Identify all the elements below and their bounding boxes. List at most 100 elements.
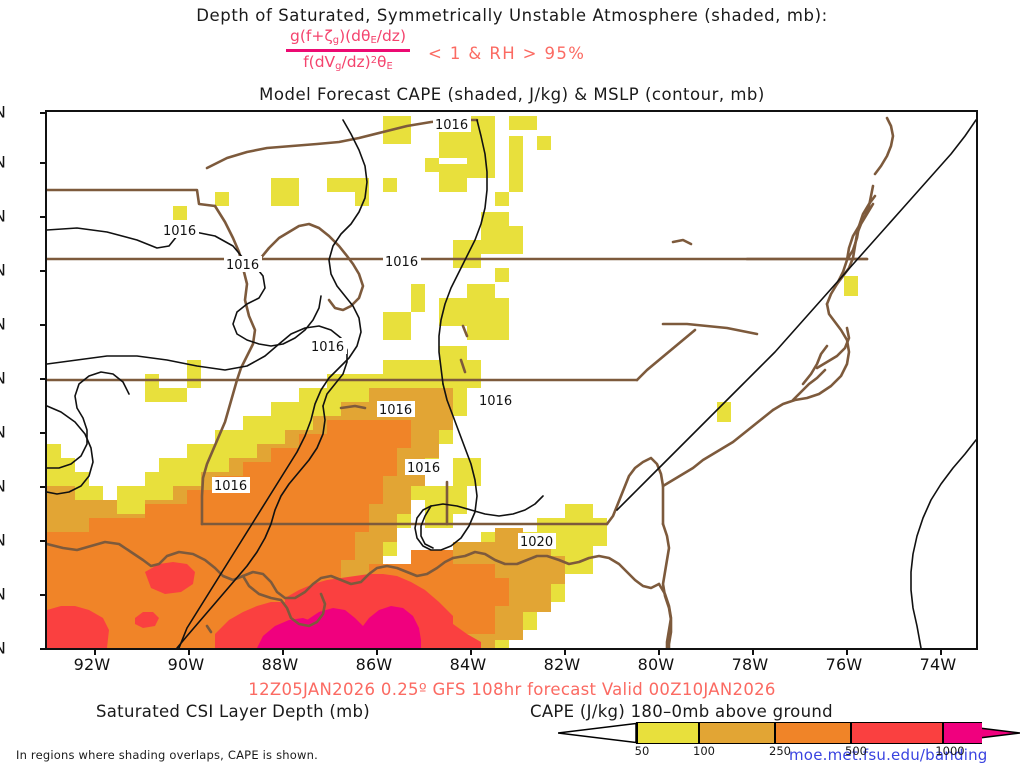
y-axis-label-33n: 33N [0, 369, 6, 388]
coast-gulf-al-fl [451, 550, 661, 590]
x-tick [94, 648, 96, 655]
y-axis-label-30n: 30N [0, 531, 6, 550]
contour-1016-d [47, 405, 94, 495]
y-tick [40, 216, 47, 218]
formula-fraction-bar [286, 48, 410, 52]
y-axis-label-29n: 29N [0, 585, 6, 604]
map-plot-area[interactable]: 1016 1016 1016 1016 1016 1016 1016 1016 … [40, 110, 978, 655]
contour-label: 1016 [433, 116, 471, 133]
x-tick [376, 648, 378, 655]
contour-label: 1016 [309, 338, 347, 355]
colorbar-tick-500: 500 [845, 744, 867, 758]
forecast-validity-line: 12Z05JAN2026 0.25º GFS 108hr forecast Va… [248, 680, 776, 699]
x-tick [752, 648, 754, 655]
contour-atlantic-a [616, 119, 976, 511]
y-tick [40, 378, 47, 380]
x-axis-label-78w: 78W [731, 655, 769, 674]
y-tick [40, 432, 47, 434]
colorbar-separator [698, 722, 700, 744]
colorbar-tick-100: 100 [693, 744, 715, 758]
contour-label: 1016 [161, 222, 199, 239]
svg-text:1016: 1016 [311, 340, 344, 355]
x-tick [470, 648, 472, 655]
x-tick [940, 648, 942, 655]
contour-1020-b [420, 505, 434, 549]
lake-mark-2 [671, 238, 693, 246]
contour-1016-g [178, 119, 368, 648]
formula-denominator: f(dVg/dz)2θE [303, 52, 393, 72]
colorbar-separator [850, 722, 852, 744]
source-credit-link[interactable]: moe.met.fsu.edu/banding [789, 746, 988, 764]
contour-1016-e [47, 371, 130, 469]
x-axis-label-80w: 80W [637, 655, 675, 674]
coast-mississippi-delta [241, 574, 327, 628]
colorbar-separator [774, 722, 776, 744]
x-tick [188, 648, 190, 655]
y-tick [40, 486, 47, 488]
lake-mark-3 [461, 324, 469, 338]
x-tick [282, 648, 284, 655]
y-axis-label-35n: 35N [0, 261, 6, 280]
x-tick [564, 648, 566, 655]
coast-nc-outerbanks [771, 302, 851, 412]
x-axis-label-86w: 86W [355, 655, 393, 674]
cape-colorbar[interactable]: 50 100 250 500 1000 [558, 722, 1020, 758]
delmarva [873, 116, 895, 176]
contour-label: 1016 [212, 477, 250, 494]
outer-banks [815, 326, 851, 370]
y-tick [40, 648, 47, 650]
csi-criterion-formula: g(f+ζg)(dθE/dz) f(dVg/dz)2θE < 1 & RH > … [286, 28, 826, 72]
y-axis-label-32n: 32N [0, 423, 6, 442]
x-axis-label-74w: 74W [919, 655, 957, 674]
border-ky-north [205, 118, 479, 170]
page-title: Depth of Saturated, Symmetrically Unstab… [196, 6, 828, 25]
svg-text:1016: 1016 [385, 255, 418, 270]
svg-text:1016: 1016 [163, 224, 196, 239]
map-svg: 1016 1016 1016 1016 1016 1016 1016 1016 … [47, 116, 976, 648]
caption-csi-depth: Saturated CSI Layer Depth (mb) [96, 702, 371, 721]
contour-1016-h [438, 119, 488, 385]
svg-text:1016: 1016 [226, 258, 259, 273]
svg-text:1016: 1016 [479, 394, 512, 409]
svg-text:1016: 1016 [407, 461, 440, 476]
x-axis-label-92w: 92W [73, 655, 111, 674]
contour-label: 1016 [224, 256, 262, 273]
cape-band-50-mobile [425, 458, 481, 528]
cape-band-500-la1 [145, 562, 195, 594]
colorbar-band-500 [850, 722, 942, 744]
svg-text:1016: 1016 [214, 479, 247, 494]
y-tick [40, 112, 47, 114]
lake-mark-5 [205, 624, 213, 634]
y-tick [40, 270, 47, 272]
y-tick [40, 540, 47, 542]
caption-cape: CAPE (J/kg) 180–0mb above ground [530, 702, 833, 721]
y-tick [40, 324, 47, 326]
svg-text:1016: 1016 [435, 118, 468, 133]
colorbar-tick-1000: 1000 [935, 744, 965, 758]
y-axis-label-28n: 28N [0, 639, 6, 658]
colorbar-tick-250: 250 [769, 744, 791, 758]
x-axis-label-90w: 90W [167, 655, 205, 674]
cape-band-1000 [299, 606, 421, 648]
contour-label: 1016 [383, 253, 421, 270]
coast-louisiana [47, 540, 455, 600]
colorbar-band-50 [636, 722, 698, 744]
svg-text:1020: 1020 [520, 535, 553, 550]
contour-label: 1020 [518, 533, 556, 550]
colorbar-band-1000 [942, 722, 982, 744]
y-tick [40, 162, 47, 164]
border-tn-bend [258, 222, 365, 312]
colorbar-band-250 [774, 722, 850, 744]
contour-1016-a [47, 227, 244, 259]
y-axis-label-36n: 36N [0, 207, 6, 226]
contour-1016-c [47, 325, 348, 407]
contour-label: 1016 [377, 401, 415, 418]
border-ar-mo [47, 188, 217, 208]
coast-florida-east [661, 522, 673, 648]
y-tick [40, 594, 47, 596]
contour-label: 1016 [477, 392, 515, 409]
cape-band-500-la2 [135, 612, 159, 628]
map-clip: 1016 1016 1016 1016 1016 1016 1016 1016 … [47, 112, 976, 648]
lake-mark-4 [459, 358, 467, 374]
x-axis-label-76w: 76W [825, 655, 863, 674]
